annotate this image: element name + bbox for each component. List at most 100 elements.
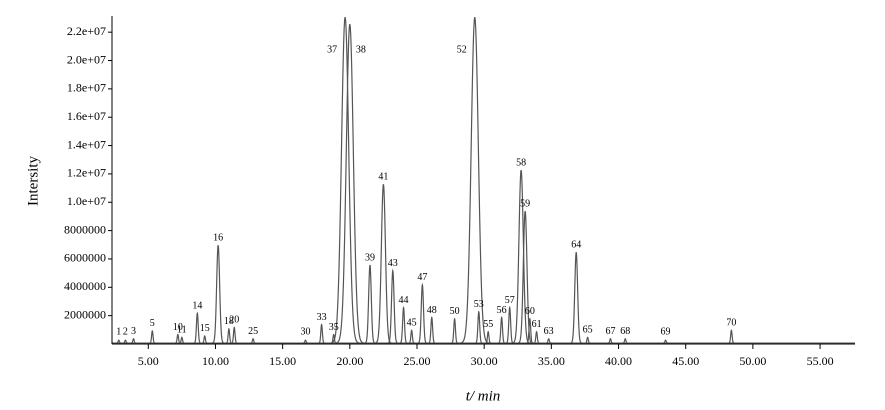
x-axis-label: t/ min: [466, 388, 501, 404]
peak: [533, 330, 540, 344]
peak: [375, 184, 392, 344]
peak-label: 45: [407, 318, 417, 329]
peak-label: 58: [516, 157, 526, 168]
peak: [485, 330, 492, 344]
y-axis-label: Intersity: [25, 156, 41, 206]
y-tick-label: 1.8e+07: [67, 81, 106, 95]
peak-label: 30: [300, 326, 310, 337]
peak: [517, 211, 533, 344]
x-tick-label: 35.00: [538, 354, 565, 368]
peak: [570, 252, 582, 344]
peak: [460, 17, 490, 344]
y-tick-label: 8000000: [64, 222, 106, 236]
peak-label: 33: [317, 312, 327, 323]
peak-label: 63: [544, 326, 554, 337]
peak: [212, 245, 225, 344]
peak: [179, 336, 185, 344]
y-tick-label: 1.4e+07: [67, 137, 106, 151]
peak: [475, 310, 483, 344]
y-tick-label: 1.2e+07: [67, 166, 106, 180]
peak-label: 35: [329, 322, 339, 333]
peak-label: 38: [356, 44, 366, 55]
peak-label: 14: [192, 301, 202, 312]
peak: [607, 338, 614, 344]
peak-label: 16: [213, 232, 223, 243]
peak: [149, 330, 156, 344]
y-tick-label: 1.6e+07: [67, 109, 106, 123]
x-tick-label: 40.00: [605, 354, 632, 368]
peak: [728, 329, 735, 344]
y-tick-label: 4000000: [64, 279, 106, 293]
x-tick-label: 30.00: [471, 354, 498, 368]
peak: [302, 339, 308, 344]
peak-label: 48: [427, 305, 437, 316]
peak-label: 39: [365, 252, 375, 263]
peak-label: 18: [224, 316, 234, 327]
x-tick-label: 15.00: [269, 354, 296, 368]
peak: [663, 339, 669, 344]
peak: [122, 339, 128, 344]
peak-label: 68: [620, 326, 630, 337]
peak: [330, 17, 360, 344]
x-tick-label: 10.00: [202, 354, 229, 368]
x-tick-label: 55.00: [807, 354, 834, 368]
peak: [498, 316, 505, 344]
peak: [225, 327, 232, 344]
peak: [505, 305, 514, 344]
peak-label: 56: [497, 305, 507, 316]
peak-label: 44: [399, 295, 409, 306]
peak: [387, 268, 398, 344]
peak: [130, 338, 137, 344]
peak: [399, 305, 408, 344]
peak: [231, 326, 238, 344]
peak-label: 70: [726, 318, 736, 329]
peak-label: 59: [520, 198, 530, 209]
peak-label: 10: [173, 322, 183, 333]
peak-label: 55: [483, 319, 493, 330]
peak-label: 15: [200, 323, 210, 334]
peak-label: 52: [457, 44, 467, 55]
x-tick-label: 45.00: [672, 354, 699, 368]
peak-label: 67: [605, 326, 615, 337]
peak-label: 20: [229, 315, 239, 326]
plot-area: [112, 17, 855, 344]
peak: [408, 329, 415, 344]
peak: [364, 264, 376, 344]
peak-label: 47: [417, 272, 427, 283]
peak-label: 2: [123, 326, 128, 337]
y-tick-label: 1.0e+07: [67, 194, 106, 208]
peak: [622, 338, 628, 344]
peak-label: 69: [661, 326, 671, 337]
peak-label: 5: [150, 318, 155, 329]
peak: [335, 23, 364, 344]
peak-label: 11: [177, 325, 187, 336]
peak-label: 3: [131, 326, 136, 337]
x-tick-label: 50.00: [739, 354, 766, 368]
peak-label: 64: [571, 240, 581, 251]
peak-label: 37: [327, 44, 337, 55]
peak: [417, 282, 427, 344]
peak-label: 61: [532, 319, 542, 330]
peak: [451, 317, 458, 344]
peak-label: 57: [505, 295, 515, 306]
peak-label: 60: [525, 306, 535, 317]
peak-label: 25: [248, 326, 258, 337]
y-tick-label: 2.0e+07: [67, 52, 106, 66]
peak: [428, 316, 436, 344]
x-tick-label: 5.00: [138, 354, 159, 368]
peak-label: 41: [378, 172, 388, 183]
peak: [546, 338, 552, 344]
y-tick-label: 2000000: [64, 307, 106, 321]
peak-label: 50: [450, 306, 460, 317]
peak-label: 43: [388, 258, 398, 269]
peak: [193, 311, 201, 344]
x-tick-label: 25.00: [403, 354, 430, 368]
x-tick-label: 20.00: [336, 354, 363, 368]
peak-label: 65: [583, 325, 593, 336]
peak-label: 1: [116, 326, 121, 337]
peak-label: 53: [474, 299, 484, 310]
peak: [116, 339, 122, 344]
peak: [175, 333, 181, 344]
y-tick-label: 6000000: [64, 251, 106, 265]
